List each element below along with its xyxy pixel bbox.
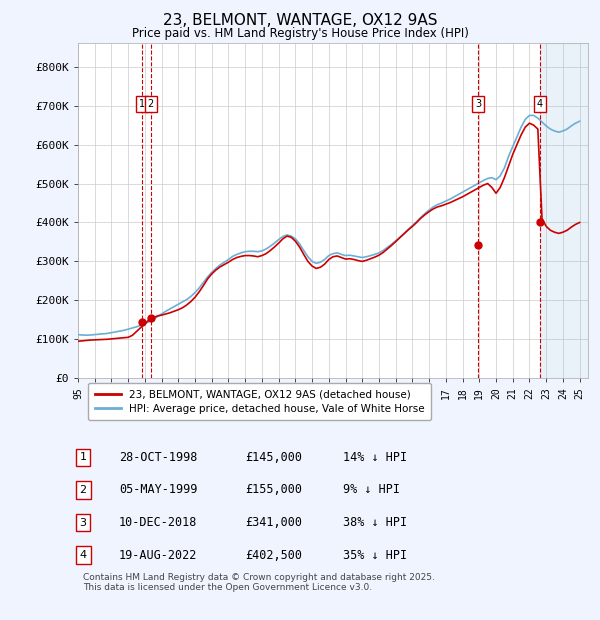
Text: 4: 4: [80, 550, 86, 560]
Text: Price paid vs. HM Land Registry's House Price Index (HPI): Price paid vs. HM Land Registry's House …: [131, 27, 469, 40]
Bar: [540, 43, 588, 378]
Text: 19-AUG-2022: 19-AUG-2022: [119, 549, 197, 562]
Text: 1: 1: [80, 453, 86, 463]
Text: 3: 3: [475, 99, 481, 108]
Text: 35% ↓ HPI: 35% ↓ HPI: [343, 549, 407, 562]
Text: 05-MAY-1999: 05-MAY-1999: [119, 484, 197, 497]
Text: 9% ↓ HPI: 9% ↓ HPI: [343, 484, 400, 497]
Point: [137, 317, 147, 327]
Point: [535, 216, 545, 226]
Text: 2: 2: [148, 99, 154, 108]
Text: £155,000: £155,000: [245, 484, 302, 497]
Text: 28-OCT-1998: 28-OCT-1998: [119, 451, 197, 464]
Point: [146, 313, 155, 323]
Point: [473, 241, 483, 250]
Text: 38% ↓ HPI: 38% ↓ HPI: [343, 516, 407, 529]
Text: £341,000: £341,000: [245, 516, 302, 529]
Text: 1: 1: [139, 99, 145, 108]
Text: 23, BELMONT, WANTAGE, OX12 9AS: 23, BELMONT, WANTAGE, OX12 9AS: [163, 13, 437, 28]
Text: 4: 4: [537, 99, 543, 108]
Text: 2: 2: [80, 485, 86, 495]
Legend: 23, BELMONT, WANTAGE, OX12 9AS (detached house), HPI: Average price, detached ho: 23, BELMONT, WANTAGE, OX12 9AS (detached…: [88, 383, 431, 420]
Text: £145,000: £145,000: [245, 451, 302, 464]
Text: 10-DEC-2018: 10-DEC-2018: [119, 516, 197, 529]
Text: £402,500: £402,500: [245, 549, 302, 562]
Text: 3: 3: [80, 518, 86, 528]
Text: 14% ↓ HPI: 14% ↓ HPI: [343, 451, 407, 464]
Text: Contains HM Land Registry data © Crown copyright and database right 2025.
This d: Contains HM Land Registry data © Crown c…: [83, 573, 435, 593]
